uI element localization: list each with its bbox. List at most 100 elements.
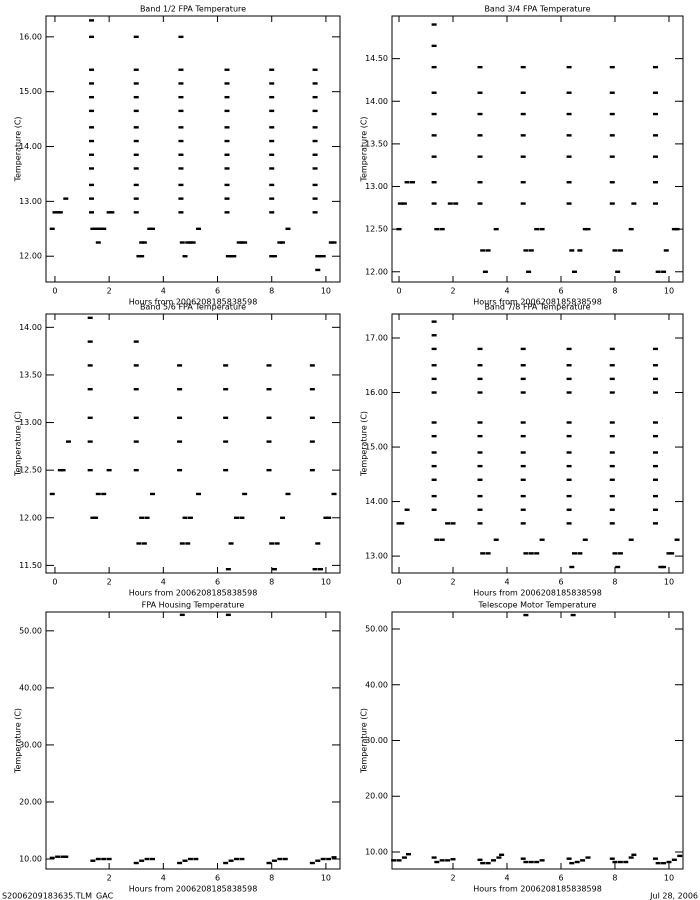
data-point xyxy=(239,516,245,519)
data-point xyxy=(89,153,95,156)
data-point xyxy=(528,860,534,864)
x-tick-label: 8 xyxy=(612,578,617,587)
data-point xyxy=(431,44,437,48)
data-point xyxy=(178,197,184,200)
data-point xyxy=(89,183,95,187)
data-point xyxy=(309,388,315,391)
data-point xyxy=(133,153,139,156)
data-point xyxy=(87,340,93,343)
data-point xyxy=(615,565,621,569)
x-axis-label: Hours from 2006208185838598 xyxy=(473,885,602,894)
x-tick-label: 6 xyxy=(215,874,220,883)
data-point xyxy=(312,109,318,113)
data-point xyxy=(312,197,318,200)
data-point xyxy=(480,552,486,555)
y-tick-label: 40.00 xyxy=(365,680,388,689)
y-tick-label: 13.00 xyxy=(365,182,388,191)
data-point xyxy=(133,388,139,391)
x-tick-label: 0 xyxy=(396,287,401,296)
data-point xyxy=(269,542,275,545)
x-tick-label: 6 xyxy=(215,287,220,296)
data-point xyxy=(269,126,275,129)
data-point xyxy=(477,155,483,158)
data-point xyxy=(434,860,440,864)
data-point xyxy=(312,82,318,85)
data-point xyxy=(520,347,526,351)
data-point xyxy=(477,181,483,184)
data-point xyxy=(177,861,183,865)
y-tick-label: 11.50 xyxy=(19,561,42,570)
data-point xyxy=(445,522,451,525)
data-point xyxy=(431,334,437,337)
data-point xyxy=(185,542,191,545)
data-point xyxy=(95,857,101,861)
data-point xyxy=(89,19,95,22)
data-point xyxy=(196,227,202,230)
data-point xyxy=(312,95,318,99)
data-point xyxy=(431,320,437,323)
data-point xyxy=(178,68,184,71)
data-point xyxy=(477,91,483,94)
data-point xyxy=(520,451,526,454)
data-point xyxy=(133,68,139,71)
data-point xyxy=(652,508,658,511)
data-point xyxy=(569,249,575,252)
data-point xyxy=(63,197,69,200)
data-point xyxy=(55,211,61,214)
plot-frame xyxy=(45,15,341,283)
data-point xyxy=(404,181,410,184)
data-point xyxy=(266,468,272,472)
data-point xyxy=(87,364,93,367)
data-point xyxy=(617,860,623,864)
data-point xyxy=(566,391,572,394)
data-point xyxy=(242,241,248,244)
y-tick-label: 14.00 xyxy=(365,97,388,106)
data-point xyxy=(674,538,680,541)
data-point xyxy=(196,492,202,496)
data-point xyxy=(93,227,99,230)
data-point xyxy=(136,255,142,258)
data-point xyxy=(280,516,286,519)
data-point xyxy=(528,249,534,252)
data-point xyxy=(431,494,437,498)
data-point xyxy=(187,857,193,861)
data-point xyxy=(133,95,139,99)
data-point xyxy=(280,241,286,244)
data-point xyxy=(285,492,291,496)
data-point xyxy=(539,538,545,541)
data-point xyxy=(87,416,93,419)
data-point xyxy=(520,421,526,424)
y-tick-label: 12.50 xyxy=(365,225,388,234)
data-point xyxy=(566,134,572,137)
data-point xyxy=(652,91,658,94)
data-point xyxy=(609,391,615,394)
data-point xyxy=(282,857,288,861)
data-point xyxy=(496,856,502,859)
y-tick-label: 12.00 xyxy=(19,252,42,261)
data-point xyxy=(671,227,677,231)
y-tick-label: 13.00 xyxy=(19,197,42,206)
data-point xyxy=(612,249,618,252)
data-point xyxy=(658,565,664,569)
data-point xyxy=(431,91,437,94)
data-point xyxy=(224,183,230,187)
data-point xyxy=(93,516,99,519)
data-point xyxy=(609,91,615,94)
data-point xyxy=(147,227,153,230)
x-tick-label: 4 xyxy=(504,578,509,587)
data-point xyxy=(652,181,658,184)
data-point xyxy=(477,347,483,351)
data-point xyxy=(520,391,526,394)
data-point xyxy=(144,516,150,519)
data-point xyxy=(269,109,275,113)
data-point xyxy=(231,255,237,258)
data-point xyxy=(652,134,658,137)
x-tick-label: 10 xyxy=(664,287,674,296)
y-axis-label: Temperature (C) xyxy=(14,116,23,182)
data-point xyxy=(149,227,155,230)
data-point xyxy=(477,464,483,468)
data-point xyxy=(534,552,540,555)
y-tick-label: 40.00 xyxy=(19,683,42,692)
chart-title: Band 3/4 FPA Temperature xyxy=(484,5,590,14)
